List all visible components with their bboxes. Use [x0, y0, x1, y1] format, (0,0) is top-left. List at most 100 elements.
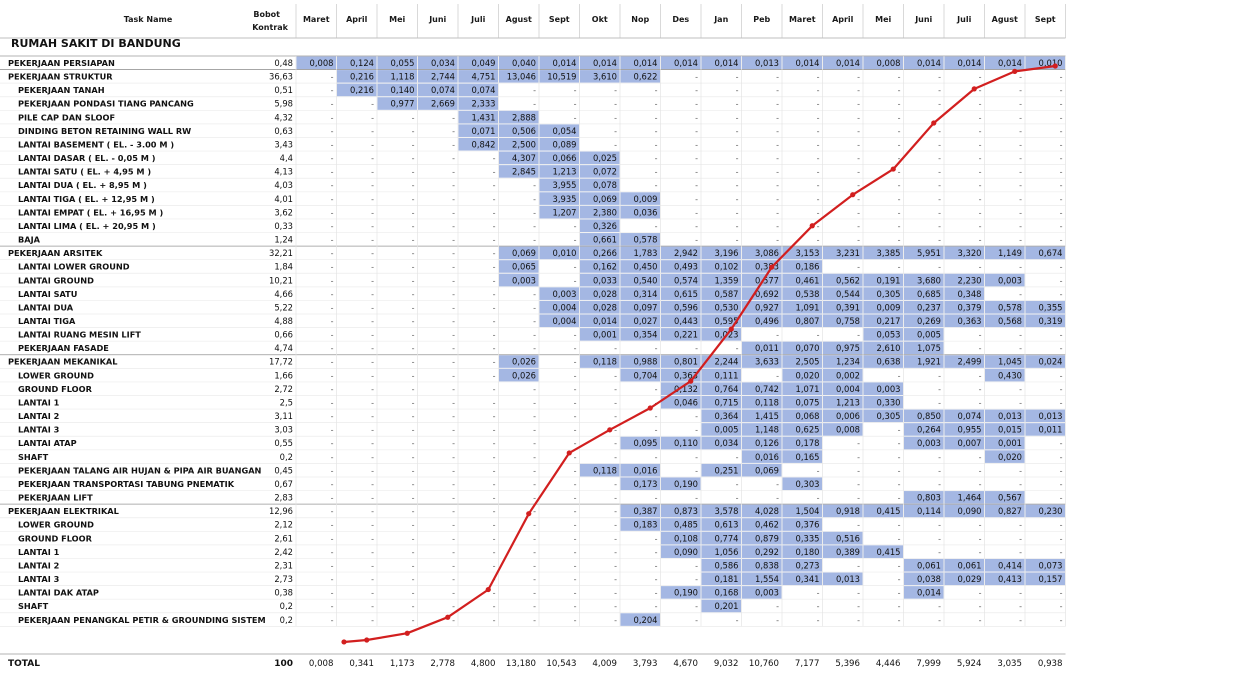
task-name: LANTAI TIGA ( EL. + 12,95 M ): [18, 194, 155, 204]
month-value: -: [452, 208, 455, 217]
month-value: 2,942: [674, 248, 698, 258]
month-value: -: [857, 86, 860, 95]
month-value: 0,118: [593, 465, 617, 475]
month-value: -: [574, 344, 577, 353]
month-value: 0,625: [796, 425, 820, 435]
month-value: -: [371, 507, 374, 516]
month-value: 0,040: [512, 58, 536, 68]
month-value: 0,319: [1039, 316, 1063, 326]
month-value: -: [533, 398, 536, 407]
month-value: 0,074: [472, 85, 496, 95]
month-value: -: [817, 86, 820, 95]
month-value: -: [412, 303, 415, 312]
task-name: LANTAI LIMA ( EL. + 20,95 M ): [18, 221, 156, 231]
task-weight: 4,88: [274, 316, 293, 326]
month-value: 0,069: [593, 194, 617, 204]
month-value: -: [898, 561, 901, 570]
month-value: 0,010: [1039, 58, 1063, 68]
month-value: -: [736, 195, 739, 204]
month-value: 0,568: [998, 316, 1022, 326]
task-name: LANTAI 1: [18, 547, 60, 557]
month-value: -: [371, 602, 374, 611]
task-weight: 0,48: [274, 58, 293, 68]
month-value: 0,090: [674, 547, 698, 557]
task-name: LANTAI DAK ATAP: [18, 588, 99, 598]
month-value: 0,013: [998, 411, 1022, 421]
month-value: 0,578: [634, 235, 658, 245]
task-name: PEKERJAAN TALANG AIR HUJAN & PIPA AIR BU…: [18, 465, 262, 475]
month-value: 0,414: [998, 560, 1022, 570]
month-value: -: [371, 548, 374, 557]
month-value: -: [857, 521, 860, 530]
month-value: -: [412, 371, 415, 380]
month-value: -: [331, 140, 334, 149]
month-value: -: [655, 181, 658, 190]
month-value: -: [493, 534, 496, 543]
month-value: 0,292: [755, 547, 779, 557]
month-value: -: [1060, 127, 1063, 136]
month-value: -: [412, 358, 415, 367]
month-value: 0,216: [350, 85, 374, 95]
month-value: 0,068: [796, 411, 820, 421]
month-value: -: [412, 602, 415, 611]
month-value: 0,003: [998, 275, 1022, 285]
month-value: -: [331, 521, 334, 530]
month-value: -: [371, 208, 374, 217]
month-value: 0,376: [796, 520, 820, 530]
month-value: -: [371, 168, 374, 177]
month-value: -: [898, 154, 901, 163]
month-value: 0,014: [917, 58, 941, 68]
month-value: 0,266: [593, 248, 617, 258]
month-value: 0,335: [796, 533, 820, 543]
month-value: -: [614, 86, 617, 95]
month-value: 0,807: [796, 316, 820, 326]
task-weight: 2,12: [274, 520, 293, 530]
month-value: -: [1019, 534, 1022, 543]
month-value: -: [817, 195, 820, 204]
header-month: Juni: [428, 15, 446, 24]
month-value: -: [1060, 208, 1063, 217]
month-value: -: [776, 154, 779, 163]
month-value: 2,333: [472, 99, 496, 109]
month-value: -: [371, 140, 374, 149]
month-value: -: [452, 480, 455, 489]
month-value: 0,341: [796, 574, 820, 584]
month-value: -: [979, 616, 982, 625]
task-name: GROUND FLOOR: [18, 384, 93, 394]
month-value: -: [1060, 113, 1063, 122]
month-value: -: [736, 616, 739, 625]
month-value: 1,554: [755, 574, 779, 584]
month-value: -: [533, 208, 536, 217]
task-name: PEKERJAAN FASADE: [18, 343, 109, 353]
month-value: 0,114: [917, 506, 941, 516]
task-name: LANTAI 3: [18, 425, 60, 435]
month-value: -: [817, 181, 820, 190]
task-weight: 1,66: [274, 370, 293, 380]
month-value: -: [493, 453, 496, 462]
month-value: -: [979, 331, 982, 340]
month-value: 0,988: [634, 357, 658, 367]
total-month-value: 5,924: [957, 659, 982, 669]
month-value: -: [493, 480, 496, 489]
month-value: -: [979, 113, 982, 122]
month-value: -: [1019, 331, 1022, 340]
month-value: -: [1060, 168, 1063, 177]
month-value: -: [614, 113, 617, 122]
month-value: -: [817, 100, 820, 109]
month-value: 3,955: [553, 180, 577, 190]
month-value: -: [452, 344, 455, 353]
month-value: -: [452, 466, 455, 475]
task-weight: 2,83: [274, 493, 293, 503]
month-value: -: [574, 371, 577, 380]
month-value: -: [1019, 73, 1022, 82]
task-name: LANTAI DUA: [18, 302, 74, 312]
month-value: -: [331, 331, 334, 340]
month-value: -: [938, 616, 941, 625]
month-value: -: [574, 507, 577, 516]
task-weight: 5,22: [274, 302, 293, 312]
month-value: -: [776, 113, 779, 122]
month-value: 0,108: [674, 533, 698, 543]
month-value: -: [1060, 140, 1063, 149]
month-value: -: [938, 154, 941, 163]
month-value: -: [533, 86, 536, 95]
